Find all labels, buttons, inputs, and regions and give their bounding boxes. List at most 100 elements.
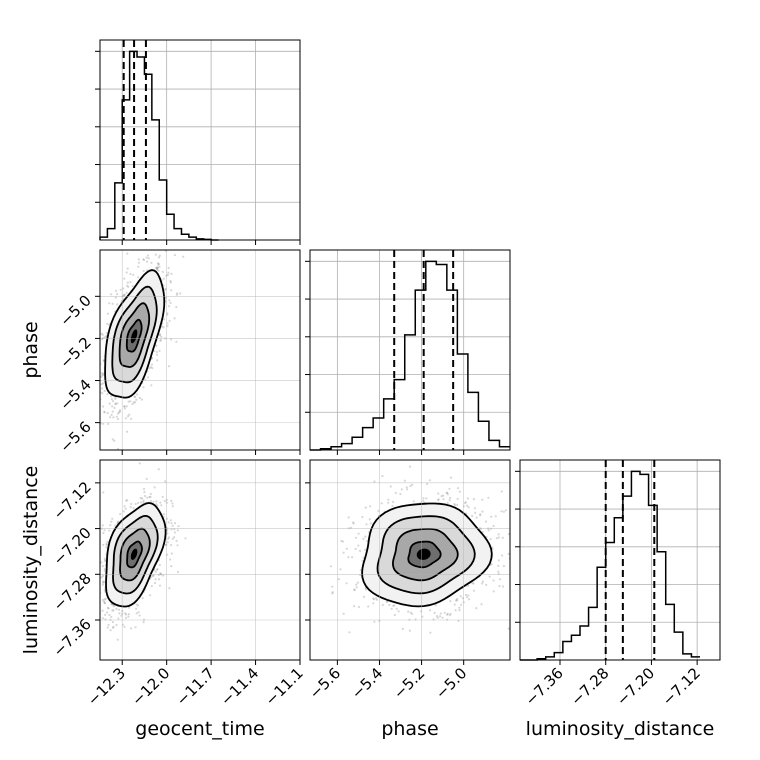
scatter-point [176, 292, 179, 295]
contour-line [125, 318, 143, 353]
scatter-point [169, 280, 172, 283]
scatter-point [102, 580, 105, 583]
density-fill [130, 548, 138, 560]
scatter-point [108, 302, 111, 305]
scatter-point [125, 430, 129, 433]
scatter-point [117, 520, 120, 523]
scatter-point [150, 585, 153, 588]
scatter-point [177, 570, 180, 574]
scatter-point [167, 271, 170, 274]
scatter-point [169, 281, 172, 284]
scatter-point [167, 365, 171, 368]
scatter-point [353, 588, 356, 591]
scatter-point [408, 629, 411, 632]
scatter-point [403, 479, 406, 482]
scatter-point [127, 615, 130, 618]
scatter-point [103, 602, 106, 605]
scatter-point [352, 521, 355, 524]
contour-line [391, 528, 459, 582]
scatter-point [96, 589, 98, 591]
scatter-point [137, 276, 140, 279]
scatter-point [422, 499, 425, 502]
scatter-point [126, 284, 129, 287]
scatter-point [142, 258, 146, 261]
scatter-point [130, 417, 133, 420]
scatter-point [144, 378, 147, 381]
scatter-point [114, 403, 117, 406]
scatter-point [405, 486, 408, 489]
scatter-point [453, 504, 456, 507]
x-tick-label: −5.4 [348, 664, 386, 702]
scatter-point [341, 540, 344, 543]
scatter-point [467, 506, 470, 509]
scatter-point [104, 559, 107, 562]
y-axis-title-phase: phase [20, 321, 42, 378]
scatter-point [448, 487, 451, 490]
scatter-point [170, 544, 173, 547]
scatter-point [104, 559, 107, 563]
scatter-point [372, 602, 375, 605]
scatter-point [528, 591, 530, 593]
y-tick-label: −7.12 [50, 478, 95, 523]
x-tick-label: −12.3 [84, 664, 129, 709]
scatter-point [132, 401, 135, 404]
scatter-point [484, 520, 487, 523]
scatter-point [437, 492, 440, 495]
scatter-point [390, 607, 393, 610]
joint-panel-geocent_time-luminosity_distance [95, 459, 301, 661]
scatter-point [347, 527, 350, 530]
scatter-point [395, 607, 398, 610]
scatter-point [157, 468, 160, 471]
scatter-point [521, 529, 523, 531]
scatter-point [168, 319, 171, 322]
scatter-point [347, 556, 350, 559]
scatter-point [170, 272, 173, 275]
scatter-point [129, 281, 132, 284]
scatter-point [439, 612, 442, 615]
scatter-point [160, 504, 163, 507]
scatter-point [487, 529, 490, 532]
scatter-point [329, 565, 333, 568]
scatter-point [454, 609, 457, 612]
scatter-point [175, 340, 178, 343]
joint-content [94, 243, 185, 450]
scatter-point [127, 613, 130, 616]
scatter-point [375, 598, 378, 601]
contour-line [104, 269, 166, 399]
scatter-point [95, 539, 97, 541]
scatter-point [134, 626, 137, 629]
scatter-point [113, 439, 116, 442]
scatter-point [118, 612, 121, 615]
scatter-point [373, 620, 376, 623]
scatter-point [163, 288, 166, 291]
scatter-point [162, 326, 165, 329]
scatter-point [497, 536, 500, 539]
scatter-point [105, 543, 108, 546]
scatter-point [114, 402, 117, 405]
scatter-point [497, 559, 500, 562]
scatter-point [331, 591, 334, 594]
scatter-point [100, 576, 103, 579]
scatter-point [498, 578, 501, 581]
scatter-point [479, 513, 482, 516]
scatter-point [173, 531, 176, 534]
scatter-point [103, 389, 106, 393]
scatter-point [162, 513, 166, 516]
scatter-point [160, 335, 163, 338]
scatter-point [501, 536, 504, 540]
scatter-point [456, 599, 459, 602]
scatter-point [392, 604, 395, 607]
scatter-point [103, 529, 106, 532]
scatter-point [105, 546, 108, 549]
scatter-point [107, 623, 110, 627]
scatter-point [116, 402, 119, 405]
scatter-point [143, 491, 146, 494]
scatter-point [352, 522, 355, 525]
scatter-point [151, 243, 153, 245]
hist-step-phase [310, 260, 510, 451]
scatter-point [507, 627, 510, 630]
scatter-point [135, 603, 138, 606]
scatter-point [119, 288, 122, 291]
scatter-point [94, 413, 96, 415]
